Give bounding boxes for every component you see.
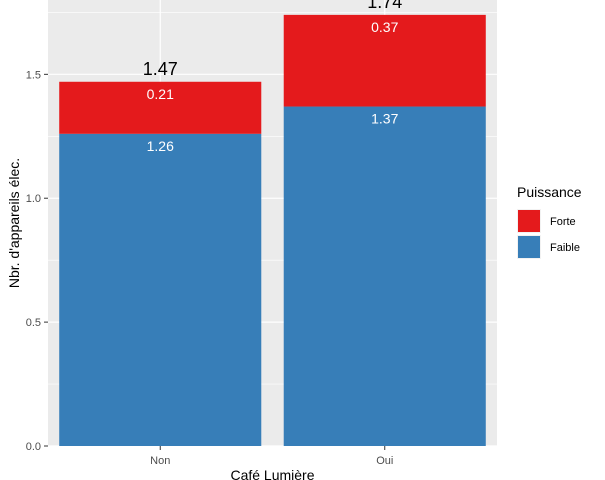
total-label: 1.74 <box>367 0 402 12</box>
x-tick-label: Oui <box>376 455 393 467</box>
segment-label: 0.37 <box>371 19 398 35</box>
bar-segment-forte-non <box>59 81 262 134</box>
x-axis-ticks: Non Oui <box>150 446 393 467</box>
legend-title: Puissance <box>517 184 582 200</box>
segment-label: 1.26 <box>147 138 174 154</box>
y-tick-label: 1.0 <box>26 193 41 205</box>
bar-segment-faible-oui <box>283 106 486 447</box>
legend-swatch-faible <box>518 236 540 258</box>
segment-labels: 1.26 0.21 1.37 0.37 <box>147 19 399 154</box>
segment-label: 1.37 <box>371 111 398 127</box>
bar-segment-forte-oui <box>283 14 486 107</box>
x-tick-label: Non <box>150 455 170 467</box>
y-tick-label: 0.5 <box>26 317 41 329</box>
legend-label: Forte <box>550 216 576 228</box>
y-tick-label: 1.5 <box>26 69 41 81</box>
legend-label: Faible <box>550 242 580 254</box>
x-axis-title: Café Lumière <box>230 467 314 480</box>
legend-swatch-forte <box>518 210 540 232</box>
legend: Puissance Forte Faible <box>517 184 582 259</box>
y-axis-title: Nbr. d'appareils élec. <box>6 158 22 288</box>
y-tick-label: 0.0 <box>26 441 41 453</box>
y-axis-ticks: 0.0 0.5 1.0 1.5 <box>26 69 48 453</box>
bar-segment-faible-non <box>59 133 262 447</box>
legend-items: Forte Faible <box>517 209 580 259</box>
segment-label: 0.21 <box>147 86 174 102</box>
total-label: 1.47 <box>143 59 178 79</box>
total-labels: 1.47 1.74 <box>143 0 403 79</box>
bars <box>59 14 486 447</box>
